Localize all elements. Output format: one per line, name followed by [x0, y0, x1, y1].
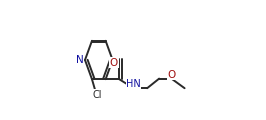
Text: Cl: Cl [93, 90, 102, 100]
Text: N: N [76, 55, 84, 65]
Text: O: O [167, 70, 176, 80]
Text: O: O [110, 58, 118, 68]
Text: HN: HN [126, 79, 141, 89]
